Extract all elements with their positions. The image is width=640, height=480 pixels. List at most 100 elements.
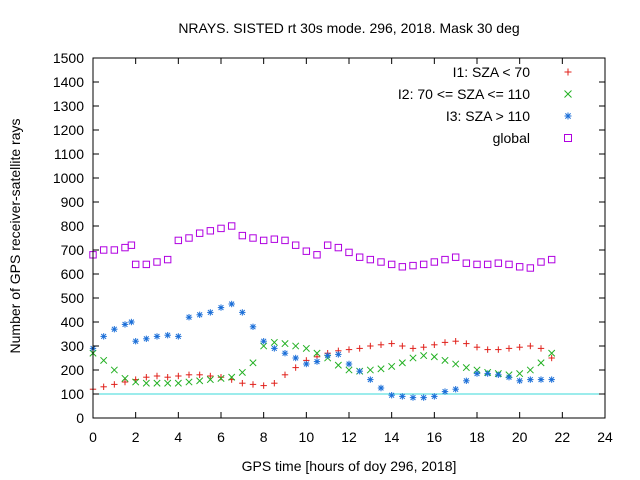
data-point [260, 382, 267, 389]
data-point [409, 261, 417, 270]
data-point [334, 361, 342, 369]
data-point [142, 379, 150, 387]
data-point [452, 360, 460, 368]
data-point [313, 251, 321, 259]
data-point [100, 356, 108, 364]
data-point [111, 326, 118, 333]
data-point [367, 342, 374, 350]
data-point [217, 374, 225, 382]
data-point [110, 246, 119, 254]
x-tick-label: 2 [132, 429, 140, 445]
chart-title: NRAYS. SISTED rt 30s mode. 296, 2018. Ma… [178, 20, 519, 36]
data-point [128, 318, 135, 326]
data-point [462, 259, 471, 267]
data-point [163, 255, 172, 264]
data-point [537, 359, 545, 367]
data-point [356, 368, 363, 375]
data-point [271, 345, 278, 352]
data-point [227, 222, 236, 230]
data-point [451, 253, 460, 261]
data-point [238, 368, 246, 376]
data-point [527, 376, 534, 383]
x-axis-label: GPS time [hours of doy 296, 2018] [242, 458, 457, 474]
data-point [111, 381, 118, 388]
data-point [174, 236, 183, 245]
data-point [131, 260, 140, 269]
axis-ticks [92, 57, 606, 419]
data-point [409, 354, 417, 362]
data-point [366, 366, 374, 374]
data-point [473, 344, 481, 351]
data-point [292, 342, 300, 350]
data-point [291, 241, 300, 249]
x-tick-label: 14 [384, 429, 400, 445]
data-point [207, 309, 214, 316]
data-point [335, 351, 342, 358]
y-tick-label: 900 [61, 194, 85, 210]
x-tick-labels: 0 2 4 6 8 10 12 14 16 18 20 22 24 [89, 429, 613, 445]
data-point [217, 224, 225, 233]
series-4 [89, 222, 556, 272]
data-point [206, 227, 215, 235]
y-tick-label: 1300 [53, 98, 84, 114]
data-point [377, 258, 385, 266]
data-point [142, 260, 151, 269]
x-tick-label: 12 [341, 429, 357, 445]
y-tick-label: 800 [61, 218, 85, 234]
data-point [430, 353, 438, 361]
data-point [420, 352, 428, 360]
data-point [548, 354, 555, 362]
data-point [239, 309, 246, 316]
data-point [100, 383, 107, 390]
x-tick-label: 16 [427, 429, 443, 445]
y-tick-label: 1000 [53, 170, 84, 186]
data-point [175, 372, 182, 380]
data-point [537, 376, 545, 383]
data-point [303, 360, 310, 368]
data-point [505, 374, 513, 381]
data-point [292, 354, 299, 362]
y-tick-label: 1500 [53, 50, 84, 66]
data-point [164, 332, 171, 339]
data-point [526, 264, 535, 272]
data-point [249, 381, 257, 388]
y-tick-label: 1200 [53, 122, 84, 138]
legend-marker [564, 68, 572, 76]
legend-marker [564, 112, 572, 120]
data-point [494, 259, 503, 267]
data-point [548, 349, 556, 357]
data-point [281, 371, 289, 378]
data-point [431, 341, 438, 348]
data-point [174, 379, 182, 387]
data-point [345, 248, 353, 257]
data-point [484, 370, 491, 377]
data-point [185, 314, 193, 321]
data-point [399, 342, 406, 350]
data-point [377, 384, 385, 392]
data-point [548, 376, 555, 383]
data-point [547, 255, 556, 264]
data-point [175, 333, 182, 340]
data-point [505, 260, 513, 269]
y-tick-label: 0 [76, 410, 84, 426]
data-point [388, 340, 395, 347]
data-point [409, 394, 417, 401]
series-2 [89, 338, 556, 387]
y-tick-label: 1100 [54, 146, 84, 162]
y-tick-label: 300 [61, 338, 85, 354]
data-point [345, 360, 353, 368]
data-point [249, 234, 257, 242]
data-point [185, 234, 193, 242]
plot-points [89, 222, 556, 401]
data-point [516, 377, 523, 384]
legend-label: I2: 70 <= SZA <= 110 [398, 86, 530, 102]
data-point [259, 236, 268, 245]
data-point [431, 393, 438, 400]
data-point [387, 260, 396, 269]
x-tick-label: 0 [89, 429, 97, 445]
data-point [143, 374, 150, 381]
legend-marker [564, 134, 572, 142]
data-point [505, 345, 513, 352]
data-point [345, 366, 353, 374]
